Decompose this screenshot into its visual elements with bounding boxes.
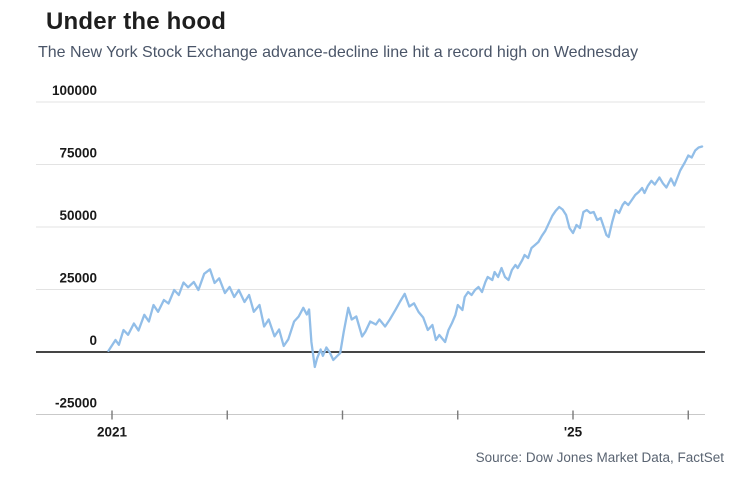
y-axis-tick-label: 0 (89, 333, 97, 348)
y-axis-tick-label: 100000 (52, 83, 97, 98)
chart-title: Under the hood (46, 8, 227, 35)
x-axis-tick-label: 2021 (97, 425, 128, 440)
y-axis-tick-label: 50000 (59, 208, 97, 223)
y-axis-tick-label: 75000 (59, 146, 97, 161)
y-axis-tick-label: -25000 (55, 396, 97, 411)
source-credit: Source: Dow Jones Market Data, FactSet (475, 450, 724, 465)
chart-subtitle: The New York Stock Exchange advance-decl… (38, 44, 639, 61)
y-axis-tick-label: 25000 (59, 271, 97, 286)
advance-decline-series-line (107, 145, 704, 369)
x-axis-tick-label: '25 (564, 425, 583, 440)
